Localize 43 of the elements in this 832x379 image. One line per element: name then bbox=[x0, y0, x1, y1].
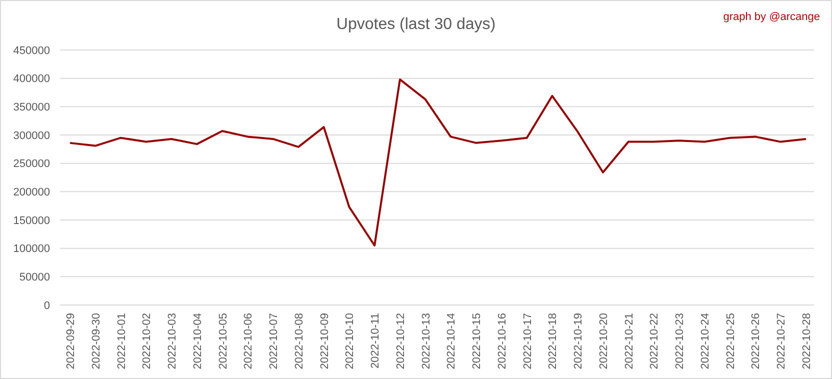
y-tick-label: 50000 bbox=[19, 272, 50, 284]
x-tick-label: 2022-10-27 bbox=[776, 313, 788, 370]
x-tick-label: 2022-09-30 bbox=[90, 313, 102, 370]
x-tick-label: 2022-10-20 bbox=[598, 313, 610, 370]
y-tick-label: 200000 bbox=[13, 186, 50, 199]
x-tick-label: 2022-10-17 bbox=[522, 313, 534, 370]
x-tick-label: 2022-09-29 bbox=[65, 313, 77, 370]
x-tick-label: 2022-10-02 bbox=[141, 313, 154, 370]
x-tick-label: 2022-10-10 bbox=[344, 313, 356, 370]
x-tick-label: 2022-10-04 bbox=[192, 313, 204, 370]
x-tick-label: 2022-10-08 bbox=[293, 313, 306, 370]
y-tick-label: 100000 bbox=[13, 243, 50, 256]
x-tick-label: 2022-10-14 bbox=[446, 313, 458, 370]
x-tick-label: 2022-10-28 bbox=[801, 313, 813, 370]
x-tick-label: 2022-10-26 bbox=[750, 313, 762, 370]
x-tick-label: 2022-10-09 bbox=[318, 313, 331, 370]
x-tick-label: 2022-10-07 bbox=[268, 313, 280, 370]
x-tick-label: 2022-10-18 bbox=[547, 313, 560, 370]
x-tick-label: 2022-10-01 bbox=[116, 313, 128, 370]
x-tick-label: 2022-10-13 bbox=[420, 313, 432, 370]
chart-title: Upvotes (last 30 days) bbox=[336, 16, 496, 33]
y-tick-label: 400000 bbox=[13, 73, 50, 86]
y-tick-label: 250000 bbox=[13, 158, 50, 170]
x-tick-label: 2022-10-12 bbox=[394, 313, 407, 370]
y-tick-label: 350000 bbox=[13, 102, 50, 114]
text: graph by @arcange bbox=[723, 11, 820, 23]
x-tick-label: 2022-10-16 bbox=[496, 313, 508, 370]
line-series bbox=[69, 78, 807, 246]
y-tick-label: 150000 bbox=[13, 214, 50, 227]
x-tick-label: 2022-10-11 bbox=[370, 313, 382, 368]
y-tick-label: 0 bbox=[44, 300, 50, 312]
y-tick-label: 450000 bbox=[13, 44, 50, 57]
x-tick-label: 2022-10-25 bbox=[724, 313, 737, 370]
y-tick-label: 300000 bbox=[13, 130, 50, 142]
x-tick-label: 2022-10-19 bbox=[572, 313, 585, 370]
x-tick-label: 2022-10-22 bbox=[648, 313, 661, 370]
x-tick-label: 2022-10-23 bbox=[674, 313, 686, 370]
x-tick-label: 2022-10-05 bbox=[217, 313, 230, 370]
x-tick-label: 2022-10-24 bbox=[699, 313, 712, 370]
x-tick-label: 2022-10-21 bbox=[623, 313, 636, 370]
x-tick-label: 2022-10-15 bbox=[471, 313, 484, 370]
x-tick-label: 2022-10-03 bbox=[166, 313, 179, 370]
x-tick-label: 2022-10-06 bbox=[242, 313, 255, 370]
